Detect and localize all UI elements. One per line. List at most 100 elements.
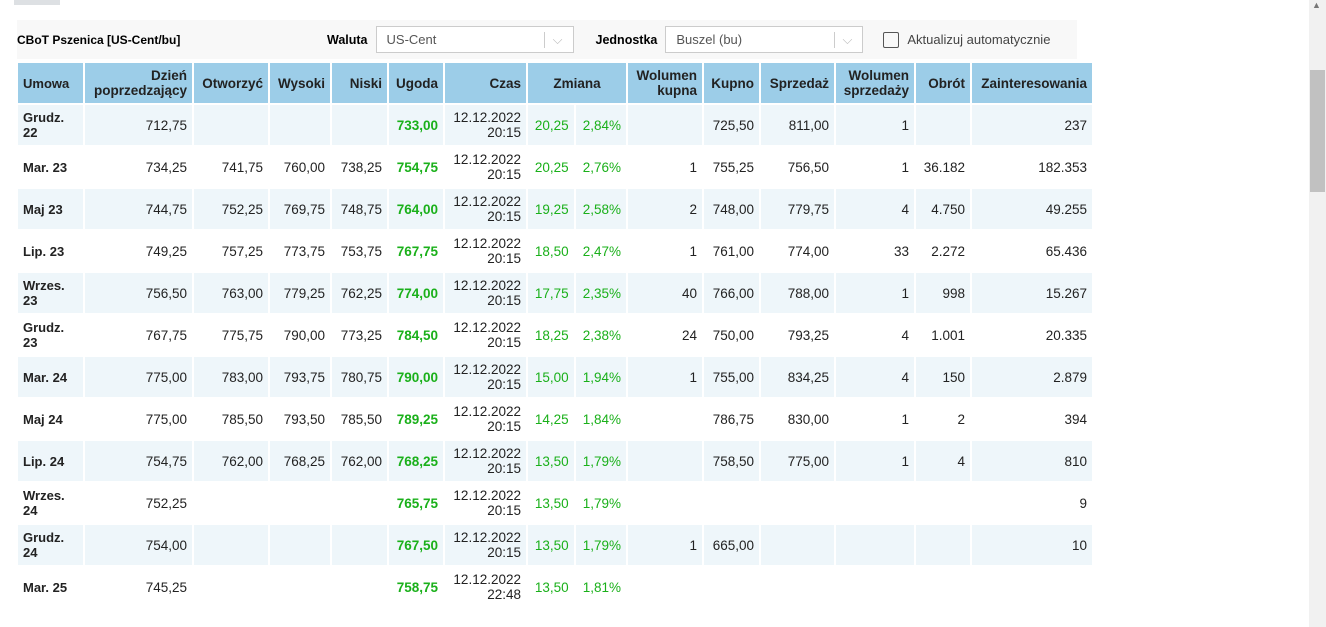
table-cell: 20,25	[534, 159, 569, 175]
table-cell: 4	[836, 357, 914, 397]
table-cell: 49.255	[972, 189, 1092, 229]
page-title: CBoT Pszenica [US-Cent/bu]	[17, 32, 181, 47]
table-cell[interactable]: Grudz. 24	[18, 525, 83, 565]
table-row: Maj 24 775,00 785,50 793,50 785,50 789,25 12.1…	[18, 399, 1092, 439]
currency-select[interactable]: US-Cent ⌵	[375, 26, 574, 53]
column-header[interactable]: Kupno	[704, 63, 759, 103]
table-cell: 13,50	[534, 579, 569, 595]
table-cell: 761,00	[712, 243, 754, 259]
table-cell: 775,75	[221, 327, 263, 343]
table-cell[interactable]: Mar. 23	[23, 159, 68, 175]
table-cell[interactable]: Wrzes. 23	[18, 273, 83, 313]
unit-label: Jednostka	[595, 32, 658, 47]
table-cell: 12.12.2022 20:15	[453, 404, 521, 434]
table-cell: 750,00	[712, 327, 754, 343]
scrollbar-thumb[interactable]	[1310, 70, 1325, 192]
table-row: Lip. 24 754,75 762,00 768,25 762,00 768,25 12.…	[18, 441, 1092, 481]
table-cell: 15.267	[972, 273, 1092, 313]
table-cell: 733,00	[389, 105, 443, 145]
auto-update-label[interactable]: Aktualizuj automatycznie	[907, 32, 1051, 47]
table-cell: 2.879	[972, 357, 1092, 397]
table-cell[interactable]: Lip. 24	[18, 441, 83, 481]
column-header[interactable]: Wysoki	[270, 63, 330, 103]
table-cell	[628, 483, 702, 523]
column-header[interactable]: Niski	[332, 63, 387, 103]
table-cell[interactable]: Grudz. 22	[18, 105, 83, 145]
table-cell: 20,25	[528, 105, 574, 145]
auto-update-checkbox[interactable]	[883, 31, 900, 48]
table-cell: 18,25	[534, 327, 569, 343]
table-cell: 754,75	[396, 159, 438, 175]
table-cell: 764,00	[389, 189, 443, 229]
column-header[interactable]: Wolumen kupna	[628, 63, 702, 103]
table-cell[interactable]: Maj 23	[18, 189, 83, 229]
table-cell[interactable]: Lip. 23	[23, 243, 65, 259]
table-cell: 754,75	[85, 441, 192, 481]
table-cell: 18,50	[534, 243, 569, 259]
column-header[interactable]: Wolumen sprzedaży	[836, 63, 914, 103]
table-row: Maj 23 744,75 752,25 769,75 748,75 764,00 12.1…	[18, 189, 1092, 229]
table-cell: 767,75	[396, 243, 438, 259]
table-cell	[761, 567, 834, 607]
table-cell: 810	[972, 441, 1092, 481]
chevron-down-icon: ⌵	[833, 31, 852, 48]
table-cell: 789,25	[396, 411, 438, 427]
table-cell[interactable]: Wrzes. 24	[23, 488, 65, 518]
column-header[interactable]: Sprzedaż	[761, 63, 834, 103]
table-cell: 775,00	[85, 357, 192, 397]
column-header[interactable]: Dzień poprzedzający	[85, 63, 192, 103]
table-cell: 1	[836, 273, 914, 313]
table-cell: 834,25	[761, 357, 834, 397]
table-cell: 767,50	[389, 525, 443, 565]
table-cell: 10	[972, 525, 1092, 565]
scroll-up-icon[interactable]: ▲	[1312, 0, 1321, 10]
column-header[interactable]: Zmiana	[528, 63, 626, 103]
table-cell: 9	[1079, 495, 1087, 511]
table-cell: 745,25	[145, 579, 187, 595]
unit-value: Buszel (bu)	[676, 32, 743, 47]
table-cell: 1.001	[931, 327, 965, 343]
table-cell: 1,79%	[582, 495, 621, 511]
table-cell	[628, 105, 702, 145]
table-cell: 36.182	[923, 159, 965, 175]
table-cell	[270, 483, 330, 523]
top-tab[interactable]	[14, 0, 60, 5]
table-cell: 40	[628, 273, 702, 313]
table-cell: 757,25	[221, 243, 263, 259]
table-cell	[916, 567, 970, 607]
table-cell[interactable]: Mar. 24	[18, 357, 83, 397]
table-cell	[332, 483, 387, 523]
table-cell: 786,75	[712, 411, 754, 427]
table-cell: 775,00	[761, 441, 834, 481]
table-cell: 793,75	[270, 357, 330, 397]
column-header[interactable]: Otworzyć	[194, 63, 268, 103]
table-cell: 1,81%	[582, 579, 621, 595]
table-cell: 13,50	[534, 495, 569, 511]
table-cell: 774,00	[787, 243, 829, 259]
table-cell: 1	[836, 105, 914, 145]
column-header[interactable]: Zainteresowania	[972, 63, 1092, 103]
table-cell: 2,35%	[575, 273, 626, 313]
table-cell: 1,79%	[575, 525, 626, 565]
column-header[interactable]: Czas	[445, 63, 526, 103]
table-cell	[270, 525, 330, 565]
table-cell: 1	[901, 411, 909, 427]
table-cell: 12.12.2022 22:48	[453, 572, 521, 602]
unit-select[interactable]: Buszel (bu) ⌵	[665, 26, 864, 53]
table-cell: 12.12.2022 20:15	[445, 105, 526, 145]
table-cell	[761, 525, 834, 565]
table-cell: 13,50	[528, 525, 574, 565]
table-cell[interactable]: Grudz. 23	[23, 320, 65, 350]
table-cell: 766,00	[704, 273, 759, 313]
table-cell: 4	[836, 189, 914, 229]
table-cell	[836, 525, 914, 565]
column-header[interactable]: Obrót	[916, 63, 970, 103]
column-header[interactable]: Ugoda	[389, 63, 443, 103]
table-cell[interactable]: Maj 24	[23, 411, 63, 427]
currency-value: US-Cent	[386, 32, 437, 47]
table-cell	[628, 567, 702, 607]
table-cell[interactable]: Mar. 25	[23, 579, 68, 595]
table-cell: 2	[628, 189, 702, 229]
table-cell: 24	[681, 327, 697, 343]
column-header[interactable]: Umowa	[18, 63, 83, 103]
